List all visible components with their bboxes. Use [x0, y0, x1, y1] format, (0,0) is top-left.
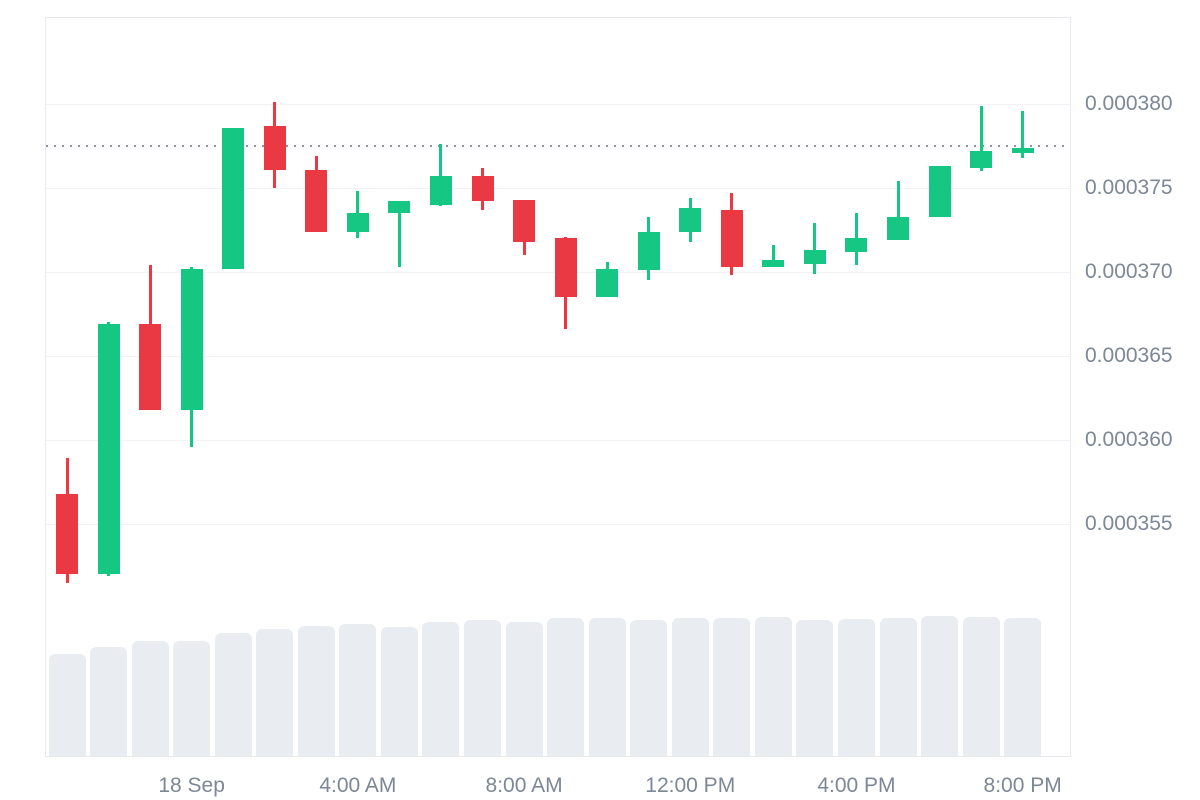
candle-wick — [439, 144, 443, 207]
candle-body — [513, 199, 536, 242]
gridline — [46, 355, 1070, 357]
candle-body — [970, 151, 993, 168]
candle-body — [887, 216, 909, 241]
volume-bar[interactable] — [754, 617, 792, 756]
x-axis-label: 12:00 PM — [645, 774, 736, 797]
volume-bar[interactable] — [297, 626, 335, 756]
volume-bar[interactable] — [422, 622, 460, 756]
volume-bar[interactable] — [921, 616, 959, 756]
candle-body — [388, 201, 411, 214]
x-axis-label: 8:00 PM — [983, 774, 1062, 797]
candle-body — [803, 250, 826, 264]
volume-bar[interactable] — [796, 620, 834, 756]
y-axis-label: 0.000365 — [1085, 344, 1173, 367]
volume-bar[interactable] — [879, 618, 917, 756]
candle-body — [139, 324, 162, 410]
gridline — [46, 187, 1070, 189]
candle-body — [429, 176, 452, 205]
candle-wick — [979, 105, 983, 172]
candle-body — [56, 493, 78, 575]
volume-bar[interactable] — [588, 618, 626, 756]
volume-bar[interactable] — [214, 633, 252, 756]
candle-wick — [896, 181, 900, 241]
gridline — [46, 523, 1070, 525]
current-price-line — [46, 145, 1070, 147]
x-axis-label: 4:00 PM — [817, 774, 896, 797]
candle-body — [554, 238, 577, 298]
candle-body — [762, 260, 785, 267]
candle-body — [263, 125, 286, 170]
volume-bar[interactable] — [1004, 618, 1042, 756]
candle-body — [679, 208, 702, 232]
y-axis-label: 0.000360 — [1085, 428, 1173, 451]
volume-bar[interactable] — [173, 641, 211, 756]
candle-body — [1011, 147, 1034, 153]
candle-body — [845, 238, 868, 252]
candle-body — [928, 166, 951, 217]
candle-wick — [771, 245, 775, 267]
volume-bar[interactable] — [380, 627, 418, 756]
candle-body — [637, 231, 660, 271]
candle-body — [97, 324, 120, 575]
candle-wick — [813, 223, 817, 274]
candle-body — [720, 209, 743, 267]
x-axis-label: 4:00 AM — [319, 774, 397, 797]
candle-wick — [397, 201, 401, 267]
volume-bar[interactable] — [339, 624, 377, 756]
candle-body — [596, 268, 619, 298]
y-axis-label: 0.000380 — [1085, 92, 1173, 115]
candle-body — [346, 213, 369, 232]
volume-bar[interactable] — [962, 617, 1000, 756]
y-axis-label: 0.000375 — [1085, 176, 1173, 199]
volume-bar[interactable] — [505, 622, 543, 756]
candle-body — [180, 268, 203, 410]
y-axis-label: 0.000370 — [1085, 260, 1173, 283]
candle-wick — [1021, 110, 1025, 158]
volume-bar[interactable] — [837, 619, 875, 756]
volume-bar[interactable] — [464, 620, 501, 756]
candle-body — [471, 176, 494, 202]
candle-body — [305, 169, 328, 232]
x-axis-label: 18 Sep — [158, 774, 225, 797]
volume-bar[interactable] — [547, 618, 585, 756]
volume-bar[interactable] — [256, 629, 294, 756]
x-axis-label: 8:00 AM — [485, 774, 563, 797]
volume-bar[interactable] — [131, 641, 169, 756]
candle-body — [222, 127, 245, 269]
gridline — [46, 439, 1070, 441]
volume-bar[interactable] — [90, 647, 128, 756]
volume-bar[interactable] — [630, 620, 668, 756]
volume-bar[interactable] — [48, 654, 86, 756]
y-axis-label: 0.000355 — [1085, 512, 1173, 535]
gridline — [46, 103, 1070, 105]
volume-bar[interactable] — [713, 618, 751, 756]
volume-bar[interactable] — [671, 618, 709, 756]
